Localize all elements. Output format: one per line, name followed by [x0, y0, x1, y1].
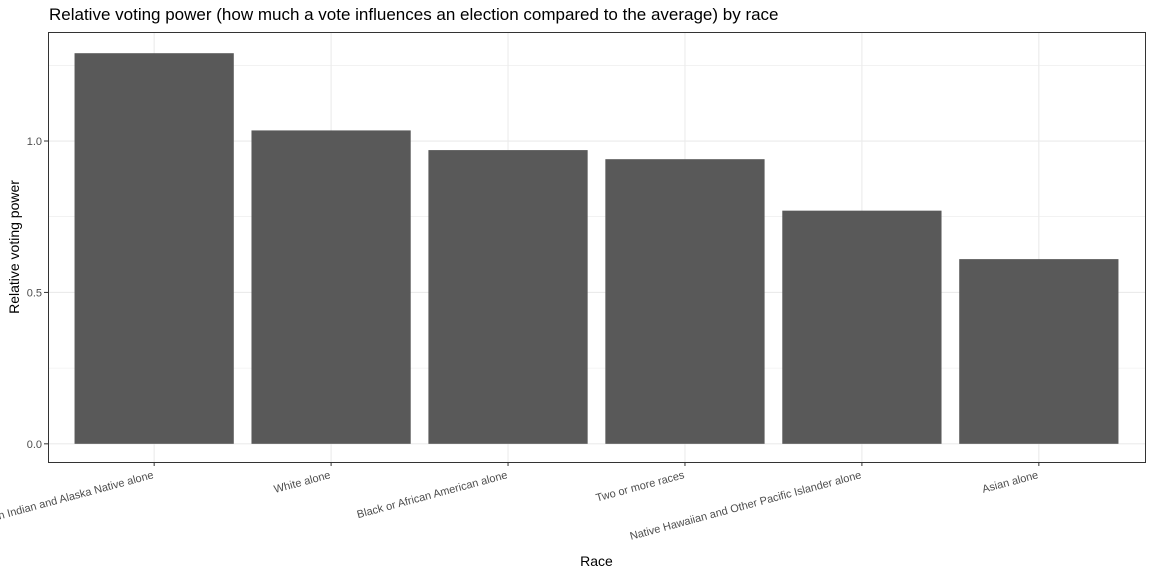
bars	[74, 53, 1119, 444]
x-tick-label: Two or more races	[595, 469, 687, 504]
x-axis: American Indian and Alaska Native alone W…	[0, 462, 1040, 543]
bar	[251, 130, 411, 444]
bar	[74, 53, 234, 444]
x-tick-label: Asian alone	[981, 469, 1040, 495]
y-tick-label: 1.0	[27, 136, 42, 148]
y-axis: 0.0 0.5 1.0	[27, 136, 48, 451]
x-tick-label: American Indian and Alaska Native alone	[0, 469, 155, 533]
x-tick-label: Black or African American alone	[356, 469, 509, 521]
y-axis-title: Relative voting power	[6, 180, 22, 314]
chart-title: Relative voting power (how much a vote i…	[49, 5, 779, 24]
bar	[782, 210, 942, 444]
y-tick-label: 0.0	[27, 439, 42, 451]
y-tick-label: 0.5	[27, 287, 42, 299]
x-axis-title: Race	[580, 553, 613, 569]
bar	[959, 259, 1119, 444]
x-tick-label: White alone	[273, 469, 332, 496]
bar	[428, 150, 588, 444]
panel-border	[48, 32, 1146, 463]
bar	[605, 159, 765, 444]
